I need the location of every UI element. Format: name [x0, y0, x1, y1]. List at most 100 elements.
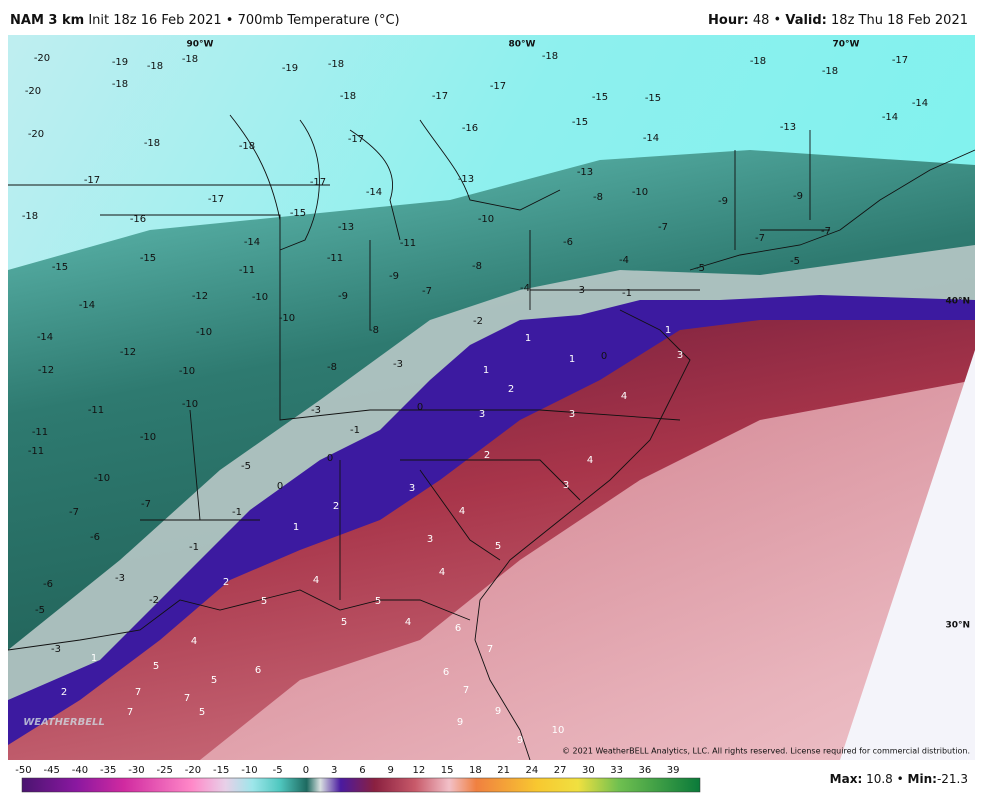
temperature-label: -14 — [244, 237, 260, 248]
colorbar-tick-label: 3 — [331, 765, 337, 776]
temperature-label: -19 — [112, 57, 128, 68]
temperature-label: -18 — [147, 61, 163, 72]
temperature-label: -11 — [400, 238, 416, 249]
temperature-label: -16 — [462, 123, 478, 134]
temperature-label: 10 — [552, 725, 565, 736]
map: -20 -19 -18-18-19 -18-20-18-18 -17-17-18-15-… — [8, 35, 975, 760]
colorbar-tick-label: 33 — [610, 765, 623, 776]
temperature-label: -8 — [369, 325, 379, 336]
temperature-label: -1 — [350, 425, 360, 436]
temperature-label: 4 — [313, 575, 319, 586]
temperature-label: 5 — [341, 617, 347, 628]
temperature-label: -9 — [793, 191, 803, 202]
temperature-label: -10 — [279, 313, 295, 324]
temperature-label: -5 — [35, 605, 45, 616]
temperature-label: -11 — [88, 405, 104, 416]
temperature-label: -20 — [28, 129, 44, 140]
temperature-label: 7 — [127, 707, 133, 718]
temperature-label: -18 — [822, 66, 838, 77]
temperature-label: -7 — [755, 233, 765, 244]
colorbar-ticks: -50 -45 -40 -35 -30 -25 -20 -15 -10 -5 0 3 6 9 12 15 18 2… — [15, 765, 679, 776]
temperature-label: -8 — [327, 362, 337, 373]
temperature-label: -17 — [84, 175, 100, 186]
temperature-label: -18 — [112, 79, 128, 90]
colorbar-tick-label: 36 — [639, 765, 652, 776]
header: NAM 3 km Init 18z 16 Feb 2021 • 700mb Te… — [10, 13, 968, 28]
temperature-label: -18 — [340, 91, 356, 102]
temperature-label: -14 — [643, 133, 659, 144]
temperature-label: -2 — [149, 595, 159, 606]
temperature-label: 5 — [261, 596, 267, 607]
temperature-label: -10 — [252, 292, 268, 303]
temperature-label: -6 — [563, 237, 573, 248]
temperature-label: -15 — [645, 93, 661, 104]
temperature-label: 1 — [483, 365, 489, 376]
temperature-label: -17 — [892, 55, 908, 66]
temperature-label: 1 — [525, 333, 531, 344]
temperature-label: 9 — [517, 735, 523, 746]
temperature-label: 2 — [484, 450, 490, 461]
temperature-label: -1 — [622, 288, 632, 299]
temperature-label: -13 — [577, 167, 593, 178]
temperature-label: 5 — [211, 675, 217, 686]
temperature-label: -11 — [327, 253, 343, 264]
colorbar-tick-label: -40 — [72, 765, 88, 776]
temperature-label: 4 — [191, 636, 197, 647]
temperature-label: -9 — [389, 271, 399, 282]
max: 10.8 — [866, 772, 893, 786]
temperature-label: 3 — [677, 350, 683, 361]
temperature-label: 4 — [439, 567, 445, 578]
temperature-label: -7 — [141, 499, 151, 510]
temperature-label: -5 — [695, 263, 705, 274]
warmest-region — [200, 380, 975, 760]
logo: WEATHERBELL — [23, 717, 105, 728]
model: NAM 3 km — [10, 13, 84, 28]
lon-label: 90°W — [187, 40, 214, 50]
temperature-label: -8 — [472, 261, 482, 272]
temperature-label: -7 — [422, 286, 432, 297]
temperature-label: 4 — [405, 617, 411, 628]
temperature-label: -18 — [182, 54, 198, 65]
colorbar-tick-label: 21 — [497, 765, 510, 776]
temperature-label: 9 — [495, 706, 501, 717]
temperature-label: 3 — [563, 480, 569, 491]
temperature-label: 5 — [495, 541, 501, 552]
temperature-label: 7 — [487, 644, 493, 655]
temperature-label: -3 — [115, 573, 125, 584]
colorbar-tick-label: 9 — [387, 765, 393, 776]
colorbar-tick-label: 39 — [667, 765, 680, 776]
temperature-label: -18 — [750, 56, 766, 67]
temperature-label: -10 — [196, 327, 212, 338]
temperature-label: -3 — [393, 359, 403, 370]
temperature-label: 0 — [601, 351, 607, 362]
temperature-label: -18 — [542, 51, 558, 62]
temperature-label: -20 — [34, 53, 50, 64]
temperature-label: -1 — [189, 542, 199, 553]
colorbar-tick-label: -45 — [43, 765, 59, 776]
temperature-label: -6 — [90, 532, 100, 543]
colorbar-tick-label: 30 — [582, 765, 595, 776]
temperature-label: 5 — [153, 661, 159, 672]
temperature-label: -18 — [328, 59, 344, 70]
temperature-label: 9 — [457, 717, 463, 728]
temperature-label: -3 — [311, 405, 321, 416]
max-min: Max: 10.8 • Min:-21.3 — [830, 772, 968, 786]
temperature-label: 6 — [255, 665, 261, 676]
temperature-label: -4 — [520, 283, 530, 294]
temperature-label: 4 — [459, 506, 465, 517]
temperature-label: -13 — [458, 174, 474, 185]
temperature-label: 3 — [569, 409, 575, 420]
temperature-label: 1 — [293, 522, 299, 533]
colorbar-tick-label: 15 — [441, 765, 454, 776]
temperature-label: 0 — [277, 481, 283, 492]
temperature-label: -11 — [239, 265, 255, 276]
temperature-label: -19 — [282, 63, 298, 74]
temperature-label: -10 — [182, 399, 198, 410]
temperature-label: -9 — [718, 196, 728, 207]
temperature-label: -12 — [38, 365, 54, 376]
temperature-label: -20 — [25, 86, 41, 97]
valid: 18z Thu 18 Feb 2021 — [831, 13, 968, 28]
map-labels: -20 -19 -18-18-19 -18-20-18-18 -17-17-18-15-… — [22, 51, 928, 746]
temperature-label: -14 — [912, 98, 928, 109]
temperature-label: -14 — [37, 332, 53, 343]
